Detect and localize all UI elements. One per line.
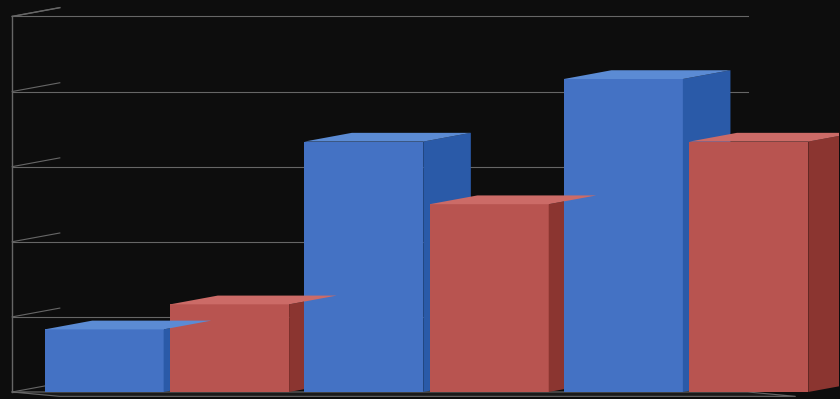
Polygon shape bbox=[171, 304, 289, 392]
Polygon shape bbox=[304, 133, 471, 142]
Polygon shape bbox=[808, 133, 840, 392]
Polygon shape bbox=[423, 133, 471, 392]
Polygon shape bbox=[289, 296, 337, 392]
Polygon shape bbox=[13, 392, 795, 396]
Polygon shape bbox=[45, 330, 164, 392]
Polygon shape bbox=[304, 142, 423, 392]
Polygon shape bbox=[690, 133, 840, 142]
Polygon shape bbox=[430, 196, 596, 204]
Polygon shape bbox=[564, 70, 731, 79]
Polygon shape bbox=[171, 296, 337, 304]
Polygon shape bbox=[690, 142, 808, 392]
Polygon shape bbox=[430, 204, 549, 392]
Polygon shape bbox=[683, 70, 731, 392]
Polygon shape bbox=[549, 196, 596, 392]
Polygon shape bbox=[564, 79, 683, 392]
Polygon shape bbox=[45, 321, 211, 330]
Polygon shape bbox=[164, 321, 211, 392]
